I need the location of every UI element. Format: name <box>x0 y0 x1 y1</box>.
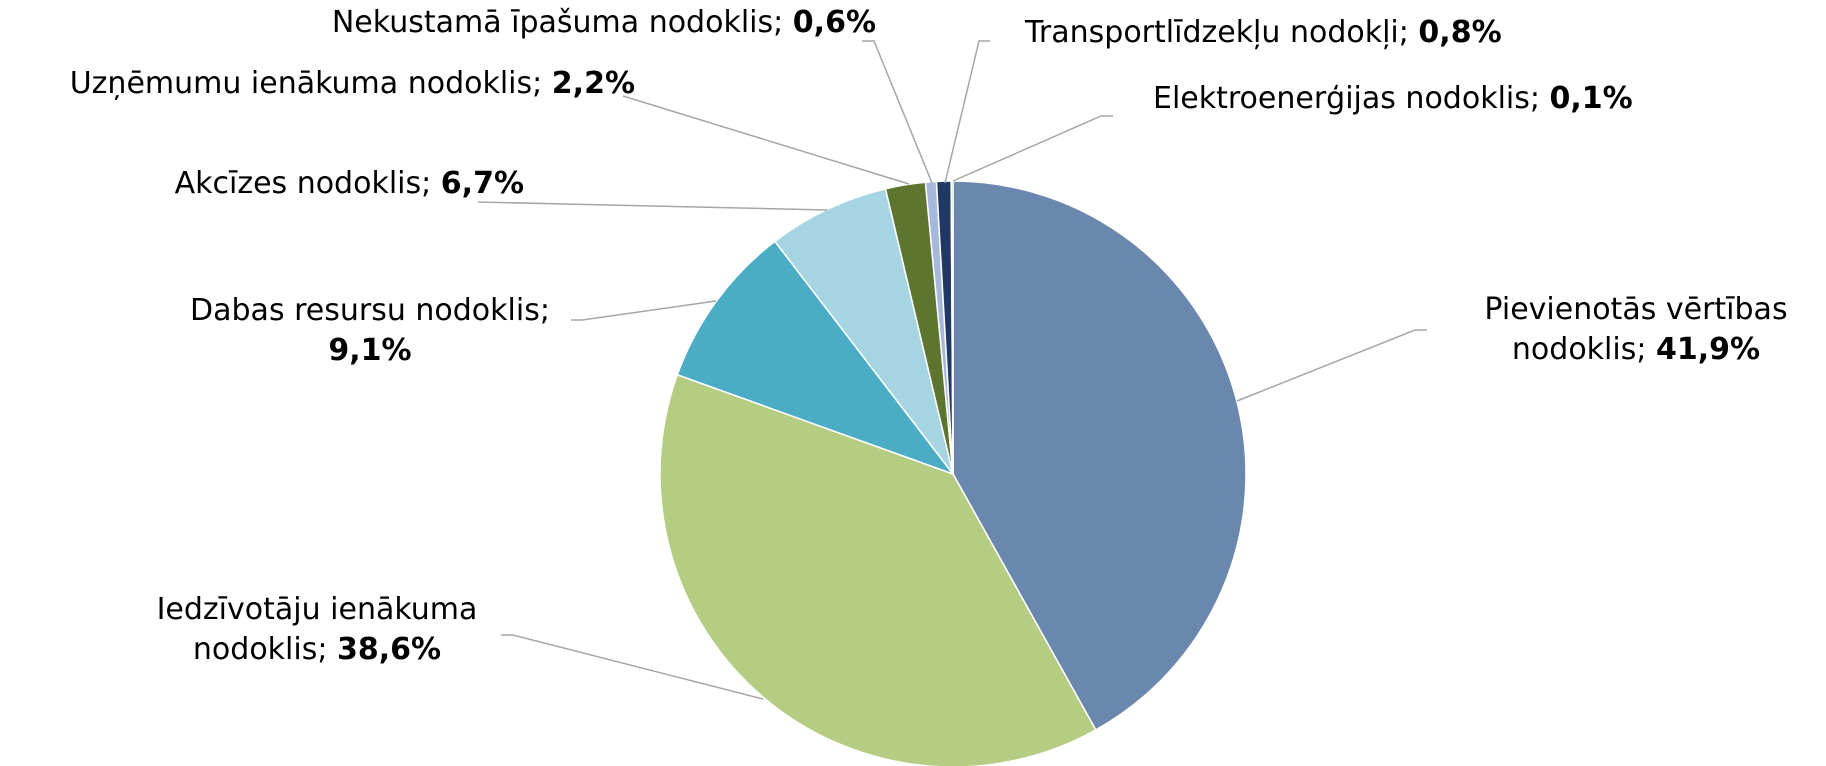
label-separator: ; <box>1398 15 1419 50</box>
leader-line <box>477 201 828 211</box>
leader-line <box>862 40 933 184</box>
label-category: Transportlīdzekļu nodokļi <box>1025 15 1399 50</box>
label-separator: ; <box>532 66 552 101</box>
label-value: 38,6% <box>337 632 442 667</box>
pie-slice <box>659 373 1097 766</box>
leader-line <box>952 115 1113 182</box>
label-separator: ; <box>773 5 793 40</box>
pie-slice <box>676 240 956 476</box>
label-category: Uzņēmumu ienākuma nodoklis <box>69 66 533 101</box>
label-separator: ; <box>317 632 338 667</box>
label-category: Elektroenerģijas nodoklis <box>1153 81 1530 116</box>
data-label: Transportlīdzekļu nodokļi; 0,8% <box>1025 13 1725 53</box>
label-value: 9,1% <box>328 333 412 368</box>
leader-line <box>944 40 990 184</box>
data-label: Pievienotās vērtības nodoklis; 41,9% <box>1446 290 1826 370</box>
label-category: Nekustamā īpašuma nodoklis <box>331 5 774 40</box>
label-category: Iedzīvotāju ienākuma nodoklis <box>156 592 478 667</box>
data-label: Akcīzes nodoklis; 6,7% <box>100 164 524 204</box>
data-label: Nekustamā īpašuma nodoklis; 0,6% <box>200 3 876 43</box>
data-label: Iedzīvotāju ienākuma nodoklis; 38,6% <box>107 590 527 670</box>
label-category: Akcīzes nodoklis <box>174 166 422 201</box>
pie-slice <box>952 180 1247 731</box>
data-label: Dabas resursu nodoklis; 9,1% <box>160 291 580 371</box>
label-separator: ; <box>539 293 550 328</box>
pie-slice <box>773 187 954 475</box>
label-separator: ; <box>1636 332 1657 367</box>
label-value: 0,1% <box>1549 81 1633 116</box>
label-value: 41,9% <box>1656 332 1761 367</box>
data-label: Elektroenerģijas nodoklis; 0,1% <box>1153 79 1813 119</box>
label-category: Pievienotās vērtības nodoklis <box>1484 292 1788 367</box>
label-separator: ; <box>1529 81 1550 116</box>
pie-slice <box>950 180 954 475</box>
leader-line <box>501 634 764 700</box>
label-category: Dabas resursu nodoklis <box>190 293 540 328</box>
leader-line <box>1236 329 1427 402</box>
label-value: 6,7% <box>440 166 524 201</box>
leader-line <box>571 300 717 321</box>
label-value: 2,2% <box>551 66 635 101</box>
label-value: 0,6% <box>792 5 876 40</box>
label-separator: ; <box>421 166 441 201</box>
leader-line <box>622 95 910 185</box>
label-value: 0,8% <box>1418 15 1502 50</box>
data-label: Uzņēmumu ienākuma nodoklis; 2,2% <box>0 64 635 104</box>
